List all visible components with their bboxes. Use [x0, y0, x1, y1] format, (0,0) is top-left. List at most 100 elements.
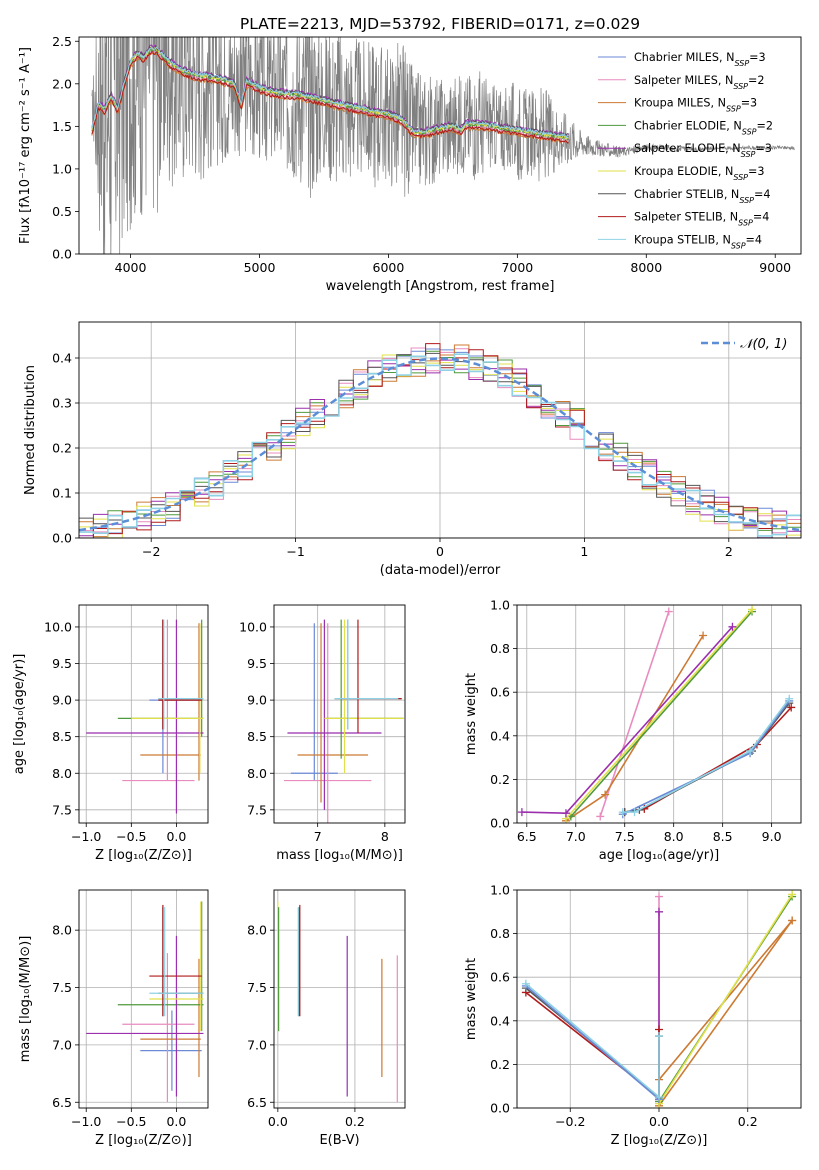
weight-marker — [699, 631, 708, 640]
x-tick-label: 8.5 — [713, 829, 733, 844]
weight-line-10 — [525, 983, 660, 1099]
plot-area — [517, 605, 801, 823]
axes-frame — [78, 889, 209, 1109]
y-tick-label: 1.0 — [52, 161, 72, 176]
panel-age_vs_Z: −1.0 −0.5 0.0 7.5 8.0 8.5 9.0 9.5 10.0 Z [log₁₀(Z… — [12, 604, 209, 863]
x-tick-label: 8000 — [630, 260, 662, 275]
y-tick-label: 8.0 — [247, 923, 267, 938]
y-tick-label: 0.0 — [52, 531, 72, 546]
axes-frame — [273, 889, 406, 1109]
weight-marker — [664, 607, 673, 616]
axes-frame — [273, 604, 406, 824]
panel-mass_vs_Z: −1.0 −0.5 0.0 6.5 7.0 7.5 8.0 Z [log₁₀(Z/Z⊙)] ma… — [18, 889, 209, 1148]
observed-spectrum-line — [91, 37, 795, 254]
legend-entry: Chabrier ELODIE, NSSP=2 — [634, 119, 773, 136]
panel-massweight_vs_Z: −0.2 0.0 0.2 0.0 0.2 0.4 0.6 0.8 1.0 Z [log₁₀(Z/Z… — [464, 883, 802, 1148]
axes-frame — [78, 36, 802, 255]
x-tick-label: −1.0 — [71, 1114, 101, 1129]
weight-marker — [655, 1093, 663, 1102]
x-tick-label: 7.5 — [615, 829, 635, 844]
plot-area — [79, 890, 208, 1108]
panel-spectrum: 4000 5000 6000 7000 8000 9000 0.0 0.5 1.0 1.5 2.0 2… — [18, 34, 802, 294]
x-tick-label: 9000 — [759, 260, 791, 275]
x-tick-label: 6000 — [373, 260, 405, 275]
panel-age_vs_mass: 7 8 7.5 8.0 8.5 9.0 9.5 10.0 mass [log₁₀(M/M⊙)] — [239, 604, 406, 863]
x-tick-label: −2 — [142, 544, 160, 559]
y-tick-label: 8.0 — [247, 766, 267, 781]
y-tick-label: 0.2 — [490, 1057, 510, 1072]
x-tick-label: −0.5 — [116, 829, 146, 844]
x-tick-label: 7.0 — [566, 829, 586, 844]
legend-entry: Kroupa STELIB, NSSP=4 — [634, 233, 762, 250]
x-tick-label: 0.0 — [166, 1114, 186, 1129]
x-axis-label: mass [log₁₀(M/M⊙)] — [276, 848, 403, 863]
y-axis-label: mass weight — [464, 958, 479, 1040]
y-tick-label: 7.5 — [247, 980, 267, 995]
y-tick-label: 7.0 — [52, 1037, 72, 1052]
y-tick-label: 7.5 — [52, 802, 72, 817]
weight-marker — [521, 979, 530, 988]
histogram-step-8 — [79, 343, 801, 538]
y-tick-label: 1.0 — [490, 598, 510, 613]
x-tick-label: 7 — [314, 829, 322, 844]
y-axis-label: mass weight — [464, 673, 479, 755]
weight-line-9 — [525, 985, 660, 1100]
y-axis-label: age [log₁₀(age/yr)] — [12, 654, 27, 775]
weight-marker — [788, 890, 797, 899]
y-axis-label: Normed distribution — [23, 365, 38, 495]
plot-area — [91, 37, 795, 254]
y-tick-label: 6.5 — [52, 1095, 72, 1110]
weight-marker — [728, 622, 737, 631]
plot-area — [79, 322, 801, 538]
x-tick-label: 0.0 — [268, 1114, 288, 1129]
weight-marker — [788, 916, 797, 925]
x-axis-label: (data-model)/error — [380, 563, 501, 578]
y-tick-label: 9.0 — [247, 693, 267, 708]
y-tick-label: 0.4 — [52, 351, 72, 366]
plot-area — [517, 890, 801, 1108]
y-tick-label: 0.6 — [490, 685, 510, 700]
y-tick-label: 7.5 — [247, 802, 267, 817]
y-tick-label: 8.0 — [52, 766, 72, 781]
legend-entry: Kroupa ELODIE, NSSP=3 — [634, 165, 765, 182]
weight-marker — [655, 907, 663, 916]
x-tick-label: 8 — [381, 829, 389, 844]
panel-residuals: −2 −1 0 1 2 0.0 0.1 0.2 0.3 0.4 (data-model)/error… — [23, 321, 802, 578]
weight-marker — [596, 812, 605, 821]
weight-marker — [655, 1032, 663, 1041]
x-axis-label: Z [log₁₀(Z/Z⊙)] — [611, 1133, 708, 1148]
histogram-step-9 — [79, 353, 801, 537]
y-tick-label: 7.5 — [52, 980, 72, 995]
weight-marker — [785, 694, 794, 703]
x-axis-label: age [log₁₀(age/yr)] — [599, 848, 720, 863]
x-tick-label: 0.2 — [738, 1114, 758, 1129]
y-tick-label: 0.0 — [490, 1101, 510, 1116]
axes-frame — [78, 604, 209, 824]
x-axis-label: Z [log₁₀(Z/Z⊙)] — [95, 1133, 192, 1148]
y-tick-label: 0.0 — [490, 816, 510, 831]
x-tick-label: 8.0 — [664, 829, 684, 844]
y-axis-label: mass [log₁₀(M/M⊙)] — [18, 936, 33, 1063]
y-tick-label: 2.0 — [52, 76, 72, 91]
y-tick-label: 8.5 — [247, 729, 267, 744]
weight-line-3 — [570, 610, 753, 818]
y-tick-label: 8.0 — [52, 923, 72, 938]
y-tick-label: 9.5 — [247, 656, 267, 671]
axes-frame — [516, 604, 802, 824]
legend-entry: 𝒩(0, 1) — [740, 337, 787, 352]
y-tick-label: 9.0 — [52, 693, 72, 708]
x-tick-label: 5000 — [244, 260, 276, 275]
weight-marker — [655, 892, 663, 901]
y-axis-label: Flux [fλ10⁻¹⁷ erg cm⁻² s⁻¹ A⁻¹] — [18, 47, 33, 244]
x-tick-label: 0.2 — [345, 1114, 365, 1129]
x-tick-label: −0.2 — [555, 1114, 585, 1129]
panel-massweight_vs_age: 6.5 7.0 7.5 8.0 8.5 9.0 0.0 0.2 0.4 0.6 0.8 1.0 age … — [464, 598, 802, 863]
panel-mass_vs_ebv: 0.0 0.2 6.5 7.0 7.5 8.0 E(B-V) — [247, 889, 406, 1148]
weight-line-8 — [622, 700, 790, 816]
y-tick-label: 0.5 — [52, 204, 72, 219]
y-tick-label: 0.8 — [490, 926, 510, 941]
weight-line-1 — [599, 611, 670, 817]
y-tick-label: 1.5 — [52, 119, 72, 134]
y-tick-label: 0.8 — [490, 641, 510, 656]
